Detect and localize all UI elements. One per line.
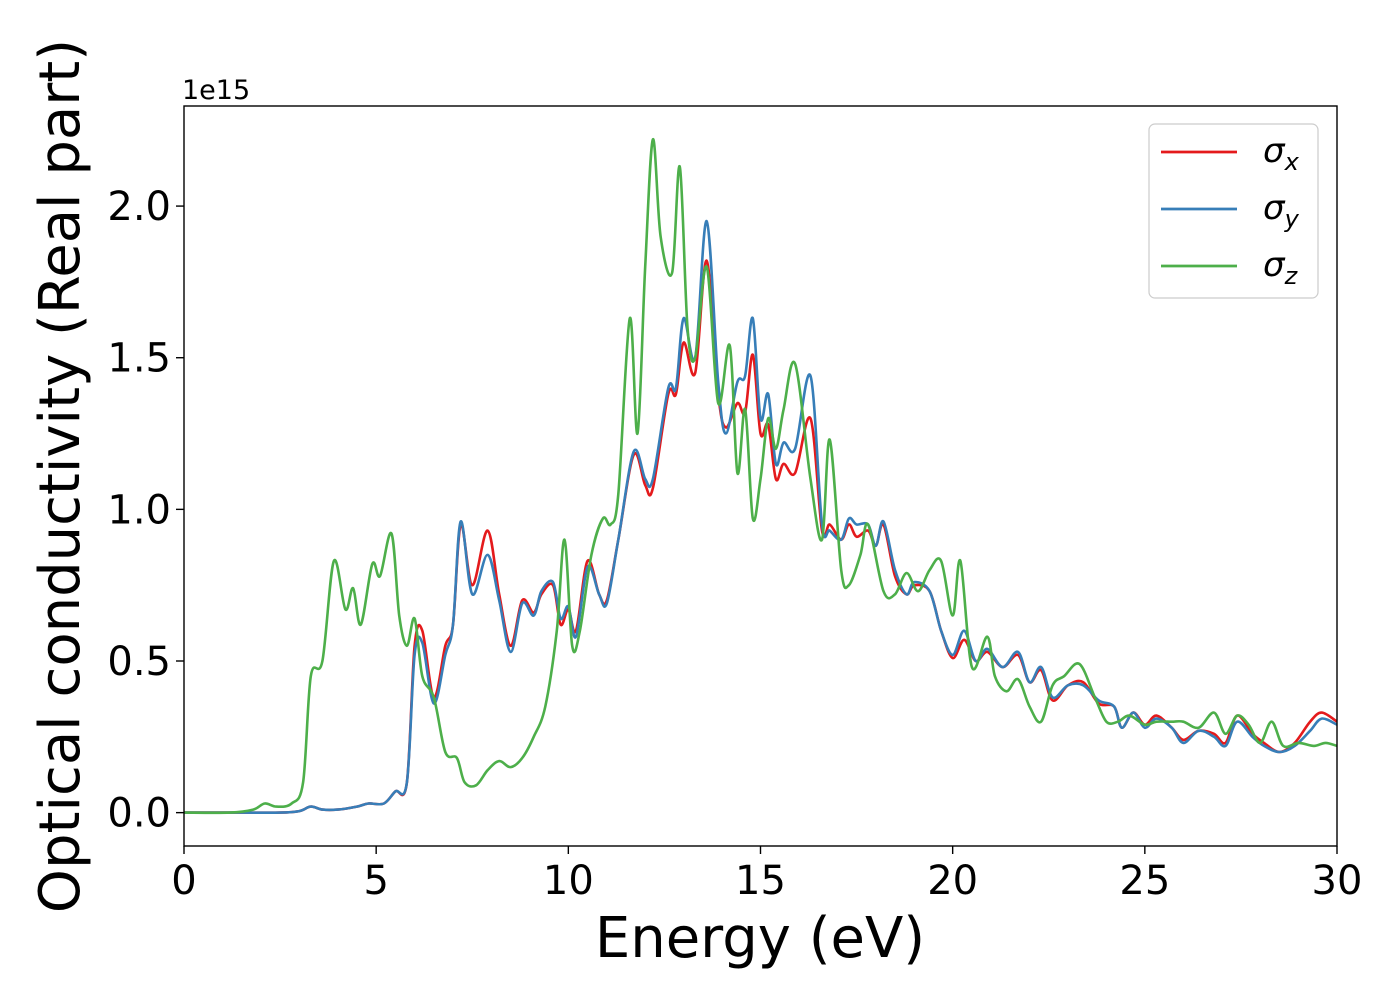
legend-box xyxy=(1148,123,1319,299)
series-line-sigma-y xyxy=(184,219,1337,815)
legend-label-sigma-y: σy xyxy=(1263,188,1300,233)
legend-label-sigma-x: σx xyxy=(1263,131,1300,176)
y-axis-title: Optical conductivity (Real part) xyxy=(28,39,93,913)
y-axis: 0.0 0.5 1.0 1.5 2.0 xyxy=(107,184,184,837)
y-tick-label: 2.0 xyxy=(107,184,171,230)
series-layer xyxy=(184,138,1337,815)
legend: σx σy σz xyxy=(1148,123,1319,299)
series-line-sigma-x xyxy=(184,259,1337,815)
x-axis-title: Energy (eV) xyxy=(595,906,925,971)
x-tick-label: 20 xyxy=(927,858,978,904)
y-tick-label: 1.5 xyxy=(107,336,171,382)
x-tick-label: 15 xyxy=(735,858,786,904)
x-axis: 0 5 10 15 20 25 30 xyxy=(171,846,1362,904)
y-tick-label: 0.0 xyxy=(107,791,171,837)
series-line-sigma-z xyxy=(184,138,1337,815)
x-tick-label: 0 xyxy=(171,858,196,904)
x-tick-label: 30 xyxy=(1312,858,1363,904)
y-offset-label: 1e15 xyxy=(182,75,250,106)
x-tick-label: 25 xyxy=(1119,858,1170,904)
x-tick-label: 5 xyxy=(363,858,388,904)
legend-label-sigma-z: σz xyxy=(1263,245,1299,290)
y-tick-label: 0.5 xyxy=(107,639,171,685)
x-tick-label: 10 xyxy=(543,858,594,904)
y-tick-label: 1.0 xyxy=(107,487,171,533)
